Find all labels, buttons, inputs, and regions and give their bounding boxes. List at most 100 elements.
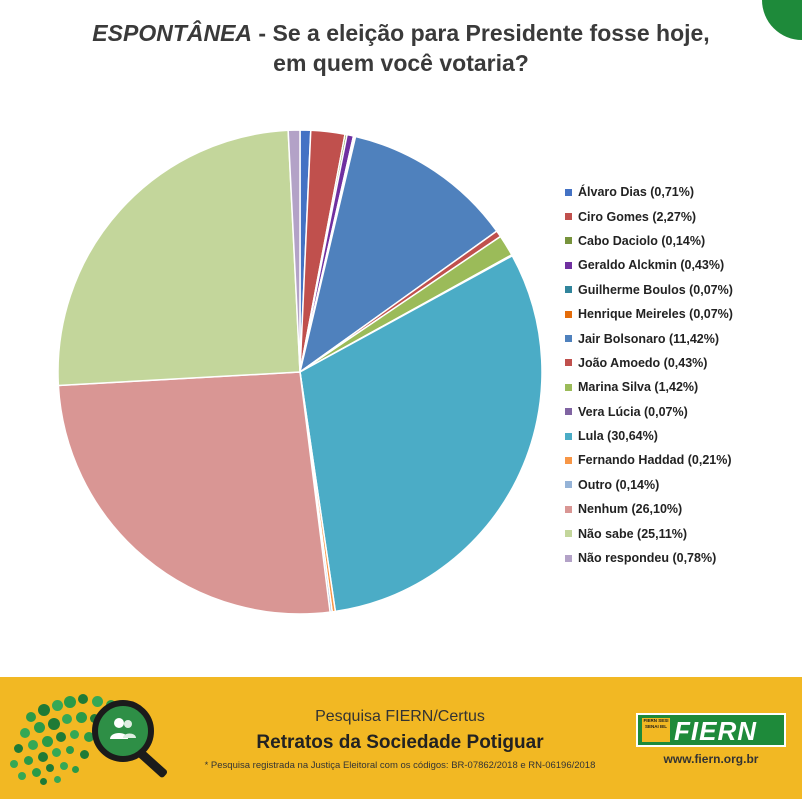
legend-swatch-7 (565, 359, 572, 367)
legend-swatch-13 (565, 505, 572, 513)
legend-item-15: Não respondeu (0,78%) (565, 546, 795, 570)
legend-label-1: Ciro Gomes (2,27%) (578, 209, 697, 224)
legend-swatch-15 (565, 554, 572, 562)
legend-label-3: Geraldo Alckmin (0,43%) (578, 258, 725, 273)
map-dot (76, 712, 87, 723)
series-title: Retratos da Sociedade Potiguar (256, 732, 544, 753)
map-dot (66, 746, 74, 754)
map-dot (62, 714, 72, 724)
pie-slice-10 (299, 254, 543, 613)
pie-chart (57, 129, 543, 615)
map-dot (42, 736, 53, 747)
legend-label-6: Jair Bolsonaro (11,42%) (578, 331, 720, 346)
map-dot (52, 700, 63, 711)
title-italic: ESPONTÂNEA (92, 20, 253, 46)
map-dot (46, 764, 54, 772)
map-dot (70, 730, 79, 739)
map-dot (52, 748, 61, 757)
legend-label-2: Cabo Daciolo (0,14%) (578, 233, 706, 248)
legend-swatch-11 (565, 456, 572, 464)
legend-swatch-14 (565, 530, 572, 538)
legend-label-4: Guilherme Boulos (0,07%) (578, 282, 733, 297)
title-line-2: em quem você votaria? (273, 50, 529, 76)
legend-item-14: Não sabe (25,11%) (565, 521, 795, 545)
legend-item-13: Nenhum (26,10%) (565, 497, 795, 521)
map-dot (60, 762, 68, 770)
legend-swatch-8 (565, 383, 572, 391)
legend-swatch-4 (565, 286, 572, 294)
legend-label-11: Fernando Haddad (0,21%) (578, 453, 732, 468)
map-dot (64, 696, 76, 708)
map-dot (72, 766, 79, 773)
title-line-1: ESPONTÂNEA - Se a eleição para President… (0, 18, 802, 48)
legend-label-7: João Amoedo (0,43%) (578, 355, 708, 370)
map-dot (38, 752, 48, 762)
pie-slice-14 (57, 129, 301, 387)
fiern-wordmark: FIERN (674, 716, 757, 746)
map-dot (84, 732, 94, 742)
fiern-url: www.fiern.org.br (663, 752, 759, 766)
legend-swatch-9 (565, 408, 572, 416)
map-dot (34, 722, 45, 733)
legend-item-1: Ciro Gomes (2,27%) (565, 204, 795, 228)
title-rest: - Se a eleição para Presidente fosse hoj… (252, 20, 710, 46)
legend-item-0: Álvaro Dias (0,71%) (565, 180, 795, 204)
legend-item-5: Henrique Meireles (0,07%) (565, 302, 795, 326)
legend-label-8: Marina Silva (1,42%) (578, 380, 699, 395)
legend-swatch-5 (565, 310, 572, 318)
legend-swatch-10 (565, 432, 572, 440)
legend-label-10: Lula (30,64%) (578, 429, 658, 444)
map-dot (28, 740, 38, 750)
map-dot (18, 772, 26, 780)
map-dot (38, 704, 50, 716)
legend-label-15: Não respondeu (0,78%) (578, 551, 717, 566)
map-dot (54, 776, 61, 783)
map-dot (48, 718, 60, 730)
legend-item-3: Geraldo Alckmin (0,43%) (565, 253, 795, 277)
legend-label-0: Álvaro Dias (0,71%) (578, 185, 695, 200)
legend-item-9: Vera Lúcia (0,07%) (565, 400, 795, 424)
map-dot (24, 756, 33, 765)
legend-swatch-1 (565, 213, 572, 221)
legend-item-11: Fernando Haddad (0,21%) (565, 448, 795, 472)
legend-label-12: Outro (0,14%) (578, 477, 660, 492)
survey-label: Pesquisa FIERN/Certus (315, 708, 485, 725)
legend-item-6: Jair Bolsonaro (11,42%) (565, 326, 795, 350)
legend-label-14: Não sabe (25,11%) (578, 526, 688, 541)
legend: Álvaro Dias (0,71%) Ciro Gomes (2,27%) Cab… (565, 180, 795, 570)
map-dot (26, 712, 36, 722)
pie-slice-6 (298, 135, 498, 374)
map-dot (56, 732, 66, 742)
legend-swatch-6 (565, 335, 572, 343)
fiern-logo: FIERN SESI SENAI IEL FIERN (636, 713, 786, 747)
legend-label-5: Henrique Meireles (0,07%) (578, 307, 733, 322)
legend-item-8: Marina Silva (1,42%) (565, 375, 795, 399)
pie-slice-15 (287, 129, 301, 373)
legend-swatch-12 (565, 481, 572, 489)
legend-item-7: João Amoedo (0,43%) (565, 351, 795, 375)
map-dot (10, 760, 18, 768)
legend-swatch-3 (565, 261, 572, 269)
legend-item-10: Lula (30,64%) (565, 424, 795, 448)
map-dot (14, 744, 23, 753)
legend-item-4: Guilherme Boulos (0,07%) (565, 278, 795, 302)
chart-title: ESPONTÂNEA - Se a eleição para President… (0, 18, 802, 78)
map-dot (32, 768, 41, 777)
pie-slice-13 (57, 371, 331, 615)
map-dot (92, 696, 103, 707)
legend-label-13: Nenhum (26,10%) (578, 502, 683, 517)
legend-item-2: Cabo Daciolo (0,14%) (565, 229, 795, 253)
legend-swatch-2 (565, 237, 572, 245)
map-dot (80, 750, 89, 759)
registration-note: * Pesquisa registrada na Justiça Eleitor… (204, 760, 596, 771)
legend-item-12: Outro (0,14%) (565, 473, 795, 497)
people-icon (110, 718, 136, 739)
map-dot (78, 694, 88, 704)
legend-label-9: Vera Lúcia (0,07%) (578, 404, 688, 419)
magnifier-icon (92, 700, 154, 762)
map-dot (20, 728, 30, 738)
fiern-mini-logo: FIERN SESI SENAI IEL (642, 718, 670, 742)
legend-swatch-0 (565, 188, 572, 196)
map-dot (40, 778, 47, 785)
